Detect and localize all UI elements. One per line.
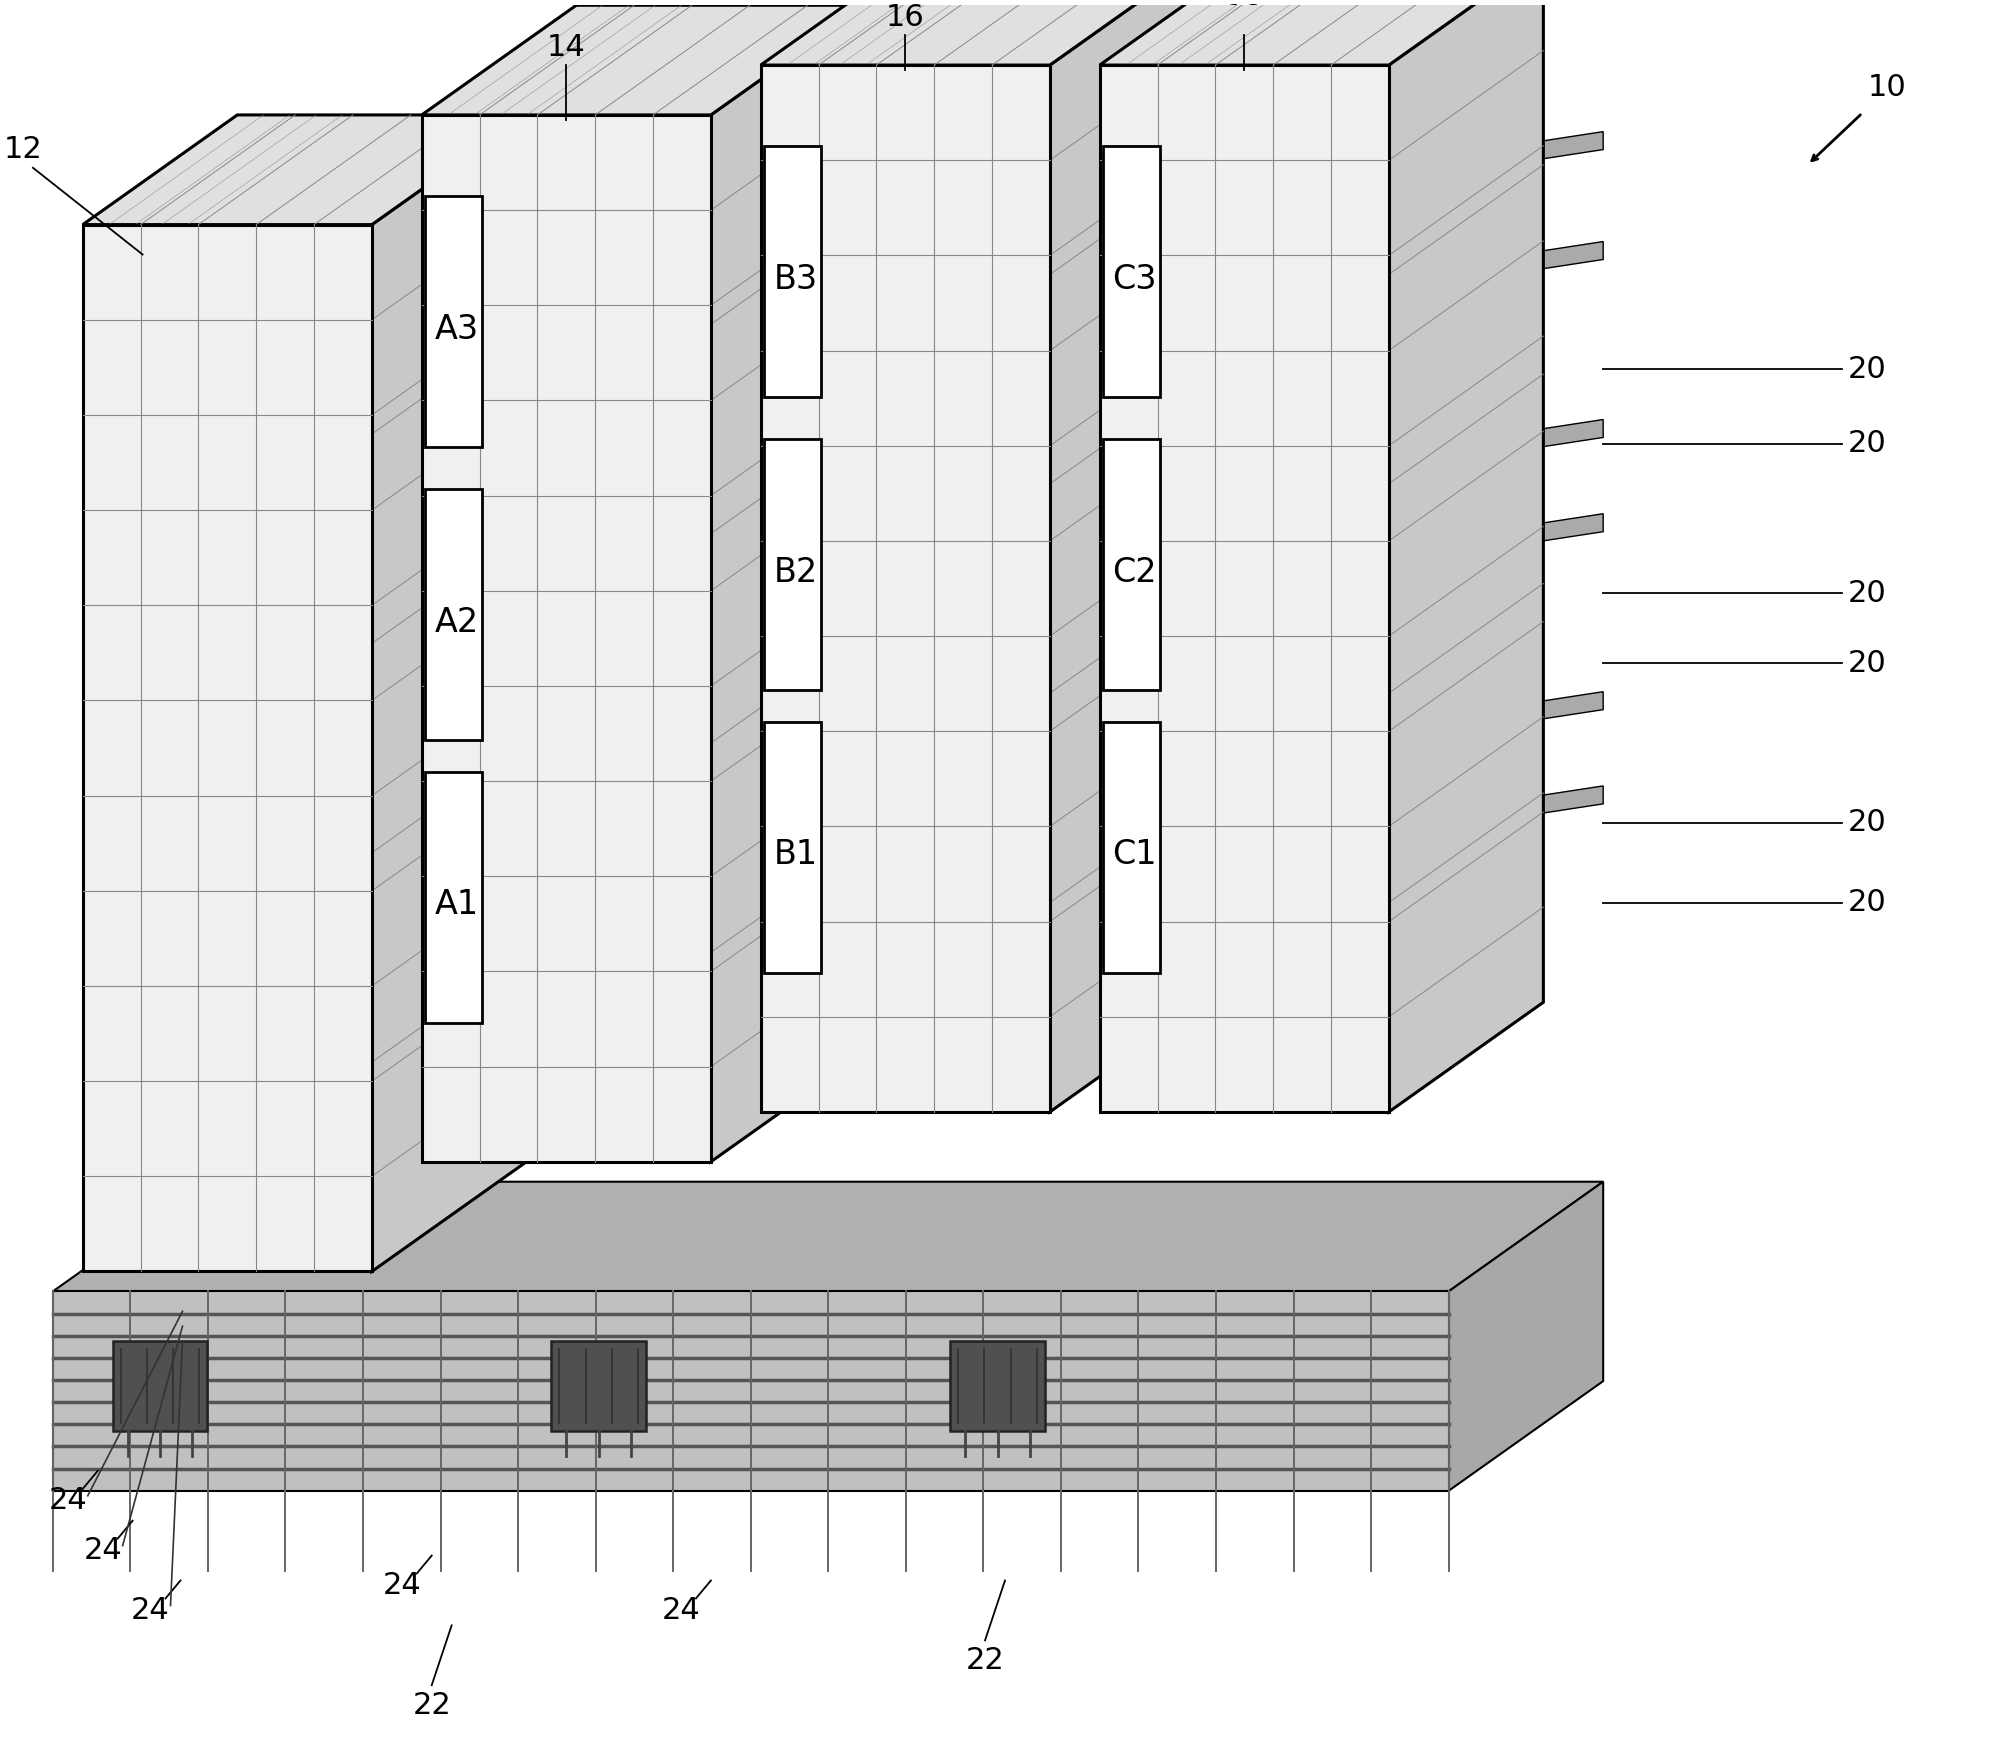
Polygon shape <box>52 1182 1603 1292</box>
Text: 20: 20 <box>1848 355 1886 383</box>
Polygon shape <box>52 1292 1449 1491</box>
Text: A3: A3 <box>435 313 479 346</box>
FancyBboxPatch shape <box>425 196 483 447</box>
Polygon shape <box>373 115 527 1271</box>
Text: C3: C3 <box>1112 262 1156 295</box>
Text: A1: A1 <box>435 888 479 921</box>
Polygon shape <box>1389 692 1603 743</box>
Polygon shape <box>112 1341 206 1432</box>
Text: 22: 22 <box>413 1690 451 1720</box>
Polygon shape <box>1449 1182 1603 1491</box>
Text: 14: 14 <box>547 33 585 61</box>
Polygon shape <box>1100 65 1389 1112</box>
Text: B3: B3 <box>774 262 818 295</box>
Polygon shape <box>421 5 866 115</box>
Text: C1: C1 <box>1112 839 1156 872</box>
Text: 20: 20 <box>1848 649 1886 678</box>
Polygon shape <box>82 115 527 224</box>
Text: 24: 24 <box>661 1596 699 1626</box>
Text: 24: 24 <box>130 1596 170 1626</box>
Text: 16: 16 <box>886 3 924 31</box>
Text: 10: 10 <box>1868 72 1906 101</box>
Polygon shape <box>762 65 1050 1112</box>
Text: 24: 24 <box>84 1536 122 1564</box>
Text: 24: 24 <box>48 1486 88 1516</box>
Text: 24: 24 <box>383 1571 421 1599</box>
Text: 12: 12 <box>4 135 42 164</box>
Polygon shape <box>551 1341 645 1432</box>
Text: 20: 20 <box>1848 808 1886 837</box>
FancyBboxPatch shape <box>764 439 822 690</box>
Text: 20: 20 <box>1848 888 1886 918</box>
Polygon shape <box>1389 787 1603 837</box>
FancyBboxPatch shape <box>425 771 483 1023</box>
Polygon shape <box>421 115 711 1162</box>
Text: 20: 20 <box>1848 579 1886 608</box>
Polygon shape <box>711 5 866 1162</box>
FancyBboxPatch shape <box>425 489 483 739</box>
Text: B1: B1 <box>774 839 818 872</box>
Polygon shape <box>1389 420 1603 470</box>
Polygon shape <box>1389 131 1603 182</box>
FancyBboxPatch shape <box>764 722 822 974</box>
Text: A2: A2 <box>435 605 479 638</box>
FancyBboxPatch shape <box>1102 147 1160 397</box>
Polygon shape <box>950 1341 1044 1432</box>
Polygon shape <box>1389 0 1543 1112</box>
FancyBboxPatch shape <box>1102 439 1160 690</box>
Polygon shape <box>1389 241 1603 292</box>
Polygon shape <box>1050 0 1204 1112</box>
Polygon shape <box>762 0 1204 65</box>
Text: B2: B2 <box>774 556 818 589</box>
Text: 18: 18 <box>1224 3 1265 31</box>
Polygon shape <box>1389 514 1603 565</box>
FancyBboxPatch shape <box>1102 722 1160 974</box>
Text: 22: 22 <box>966 1647 1004 1675</box>
Polygon shape <box>1100 0 1543 65</box>
Text: 20: 20 <box>1848 430 1886 458</box>
Text: C2: C2 <box>1112 556 1156 589</box>
Polygon shape <box>82 224 373 1271</box>
FancyBboxPatch shape <box>764 147 822 397</box>
